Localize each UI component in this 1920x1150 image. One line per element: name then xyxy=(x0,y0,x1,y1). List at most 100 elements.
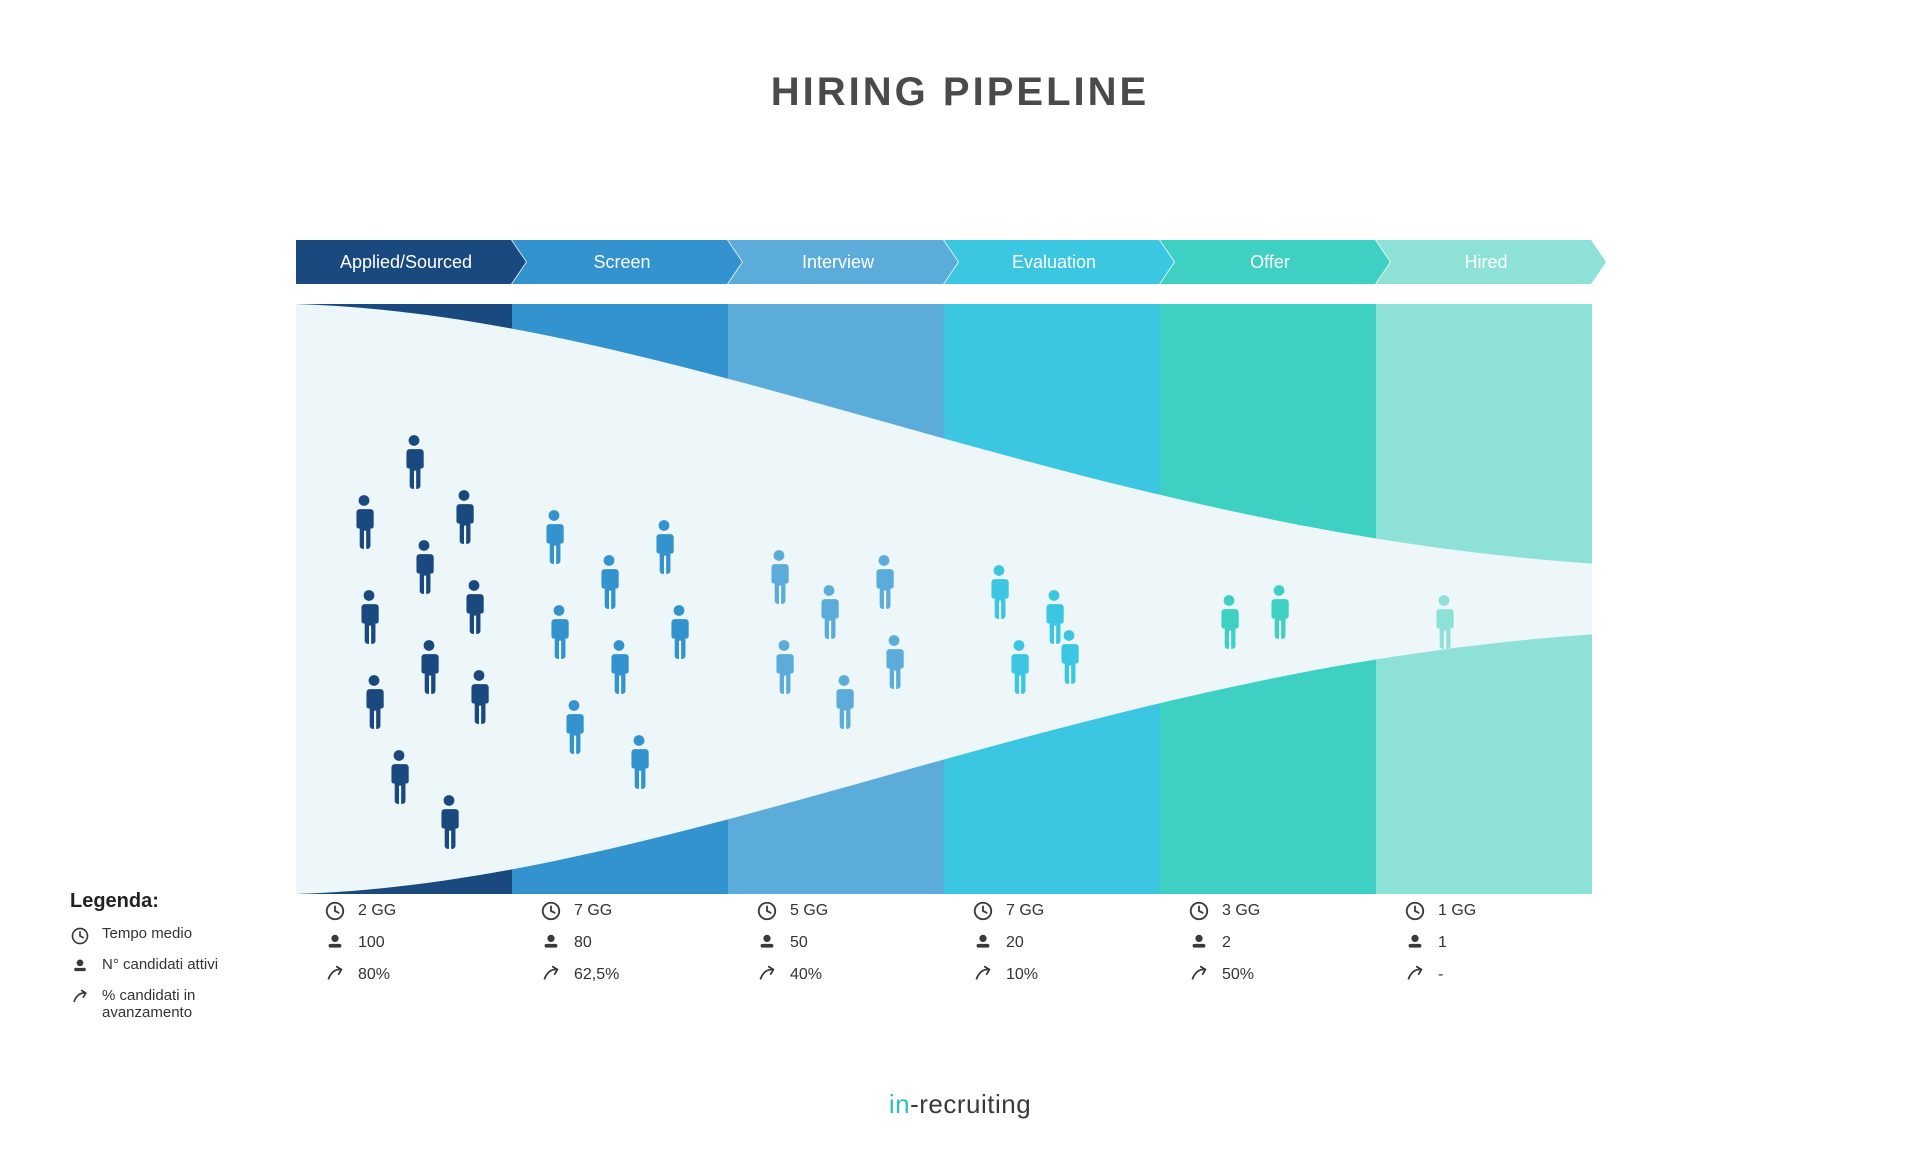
person-icon xyxy=(361,674,387,730)
metric-line: 100 xyxy=(324,932,512,954)
stage-chevron: Applied/Sourced xyxy=(296,240,526,284)
clock-icon xyxy=(540,900,562,922)
legend-item-text: N° candidati attivi xyxy=(102,956,218,973)
person-icon xyxy=(451,489,477,545)
metrics-column: 7 GG 80 62,5% xyxy=(512,900,728,996)
metric-line: 7 GG xyxy=(540,900,728,922)
metric-value: 20 xyxy=(1006,934,1056,952)
person-icon xyxy=(324,932,346,954)
person-icon xyxy=(561,699,587,755)
person-icon xyxy=(871,554,897,610)
person-icon xyxy=(70,957,90,977)
stage-chevron-label: Applied/Sourced xyxy=(340,252,482,273)
metric-value: 50% xyxy=(1222,966,1272,984)
stage-chevron: Screen xyxy=(512,240,742,284)
metric-value: 80 xyxy=(574,934,624,952)
stage-chevron: Interview xyxy=(728,240,958,284)
legend-item: % candidati in avanzamento xyxy=(70,987,280,1021)
metrics-column: 7 GG 20 10% xyxy=(944,900,1160,996)
person-icon xyxy=(416,639,442,695)
metric-line: 10% xyxy=(972,964,1160,986)
person-icon xyxy=(651,519,677,575)
person-icon xyxy=(816,584,842,640)
metric-value: 100 xyxy=(358,934,408,952)
clock-icon xyxy=(70,926,90,946)
metric-line: 1 GG xyxy=(1404,900,1592,922)
footer-logo: in-recruiting xyxy=(0,1089,1920,1120)
person-icon xyxy=(771,639,797,695)
footer-logo-accent: in xyxy=(889,1089,910,1119)
metric-value: 2 GG xyxy=(358,902,408,920)
person-icon xyxy=(1431,594,1457,650)
person-icon xyxy=(626,734,652,790)
person-icon xyxy=(766,549,792,605)
person-icon xyxy=(356,589,382,645)
stage-chevron-label: Evaluation xyxy=(1012,252,1106,273)
metric-value: 62,5% xyxy=(574,966,624,984)
person-icon xyxy=(411,539,437,595)
metric-line: 3 GG xyxy=(1188,900,1376,922)
metric-value: 7 GG xyxy=(574,902,624,920)
metric-value: 10% xyxy=(1006,966,1056,984)
person-icon xyxy=(1188,932,1210,954)
legend-item-text: % candidati in avanzamento xyxy=(102,987,280,1021)
arrow-icon xyxy=(756,964,778,986)
metric-line: 5 GG xyxy=(756,900,944,922)
metric-value: 7 GG xyxy=(1006,902,1056,920)
arrow-icon xyxy=(540,964,562,986)
legend-title: Legenda: xyxy=(70,890,280,913)
metric-line: 40% xyxy=(756,964,944,986)
person-icon xyxy=(666,604,692,660)
metric-value: 50 xyxy=(790,934,840,952)
chevron-header-row: Applied/Sourced Screen Interview Evaluation… xyxy=(296,240,1592,284)
clock-icon xyxy=(1404,900,1426,922)
legend-item-text: Tempo medio xyxy=(102,925,192,942)
person-icon xyxy=(436,794,462,850)
metric-line: 7 GG xyxy=(972,900,1160,922)
metric-line: 20 xyxy=(972,932,1160,954)
metric-value: 3 GG xyxy=(1222,902,1272,920)
metric-line: 62,5% xyxy=(540,964,728,986)
clock-icon xyxy=(324,900,346,922)
person-icon xyxy=(881,634,907,690)
person-icon xyxy=(831,674,857,730)
stage-chevron: Hired xyxy=(1376,240,1606,284)
metrics-column: 2 GG10080% xyxy=(296,900,512,996)
metric-line: 2 xyxy=(1188,932,1376,954)
metric-line: 1 xyxy=(1404,932,1592,954)
person-icon xyxy=(986,564,1012,620)
person-icon xyxy=(972,932,994,954)
stage-chevron: Offer xyxy=(1160,240,1390,284)
stage-chevron-label: Screen xyxy=(593,252,660,273)
metric-line: 50% xyxy=(1188,964,1376,986)
arrow-icon xyxy=(972,964,994,986)
arrow-icon xyxy=(1188,964,1210,986)
legend-item: N° candidati attivi xyxy=(70,956,280,977)
person-icon xyxy=(596,554,622,610)
person-icon xyxy=(1404,932,1426,954)
metric-line: 2 GG xyxy=(324,900,512,922)
footer-logo-rest: -recruiting xyxy=(910,1089,1031,1119)
metrics-column: 1 GG 1 - xyxy=(1376,900,1592,996)
metric-value: 5 GG xyxy=(790,902,840,920)
person-icon xyxy=(1266,584,1292,640)
metrics-column: 3 GG 2 50% xyxy=(1160,900,1376,996)
person-icon xyxy=(606,639,632,695)
stage-chevron-label: Hired xyxy=(1464,252,1517,273)
person-icon xyxy=(541,509,567,565)
clock-icon xyxy=(756,900,778,922)
person-icon xyxy=(756,932,778,954)
pipeline-container: Applied/Sourced Screen Interview Evaluation… xyxy=(296,240,1592,894)
metric-value: - xyxy=(1438,966,1488,984)
metric-value: 2 xyxy=(1222,934,1272,952)
person-icon xyxy=(351,494,377,550)
funnel-area xyxy=(296,304,1592,894)
metric-value: 1 xyxy=(1438,934,1488,952)
person-icon xyxy=(401,434,427,490)
stage-chevron-label: Interview xyxy=(802,252,884,273)
person-icon xyxy=(386,749,412,805)
metrics-row: 2 GG10080%7 GG8062,5%5 GG5040%7 GG2010%3… xyxy=(296,900,1592,996)
legend-item: Tempo medio xyxy=(70,925,280,946)
stage-chevron-label: Offer xyxy=(1250,252,1300,273)
metric-line: - xyxy=(1404,964,1592,986)
